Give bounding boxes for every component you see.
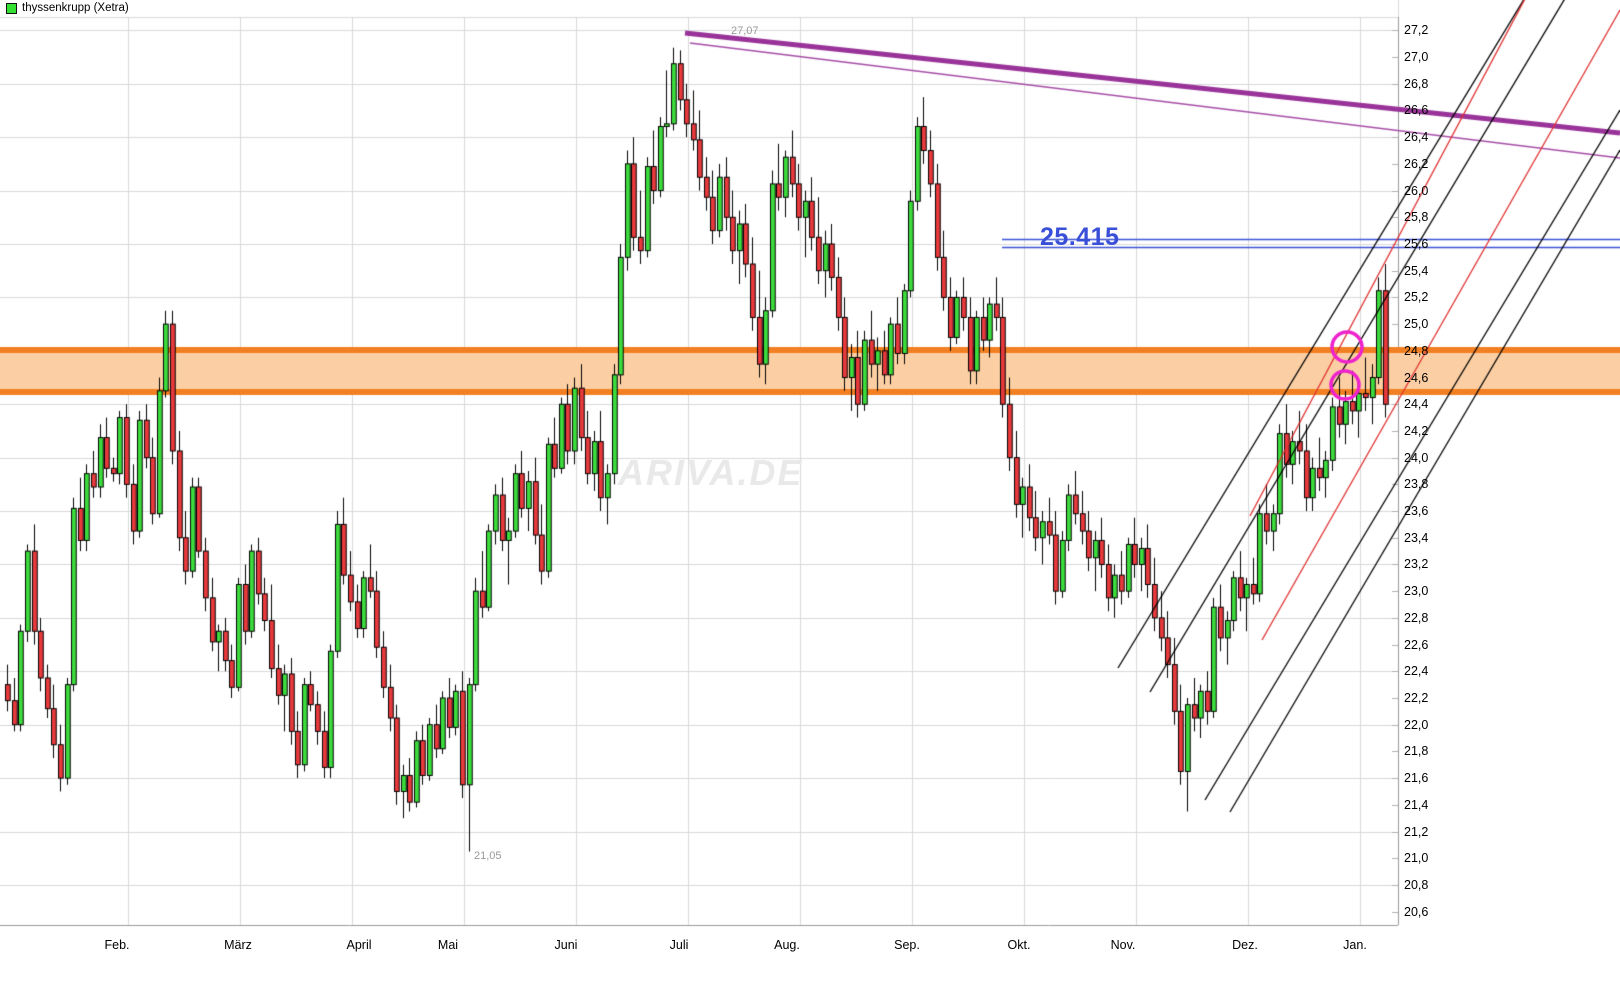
- y-axis-tick: 23,6: [1404, 504, 1429, 519]
- y-axis-tick: 25,2: [1404, 290, 1429, 305]
- y-axis-tick: 22,4: [1404, 664, 1429, 679]
- y-axis-tick: 21,2: [1404, 824, 1429, 839]
- y-axis-tick: 21,8: [1404, 744, 1429, 759]
- y-axis-tick: 24,4: [1404, 397, 1429, 412]
- x-axis-tick: Okt.: [1007, 938, 1031, 952]
- y-axis-tick: 26,4: [1404, 130, 1429, 145]
- series-color-swatch: [6, 2, 17, 14]
- y-axis-tick: 23,0: [1404, 584, 1429, 599]
- x-axis-tick: Jan.: [1343, 938, 1367, 952]
- chart-legend: thyssenkrupp (Xetra): [6, 1, 129, 15]
- y-axis-tick: 26,0: [1404, 183, 1429, 198]
- x-axis-tick: März: [224, 938, 252, 952]
- y-axis-tick: 22,0: [1404, 717, 1429, 732]
- x-axis-tick: Juli: [669, 938, 689, 952]
- x-axis-tick: April: [346, 938, 372, 952]
- y-axis-tick: 22,6: [1404, 637, 1429, 652]
- y-axis-tick: 22,2: [1404, 691, 1429, 705]
- y-axis-tick: 24,0: [1404, 450, 1429, 465]
- x-axis-tick: Aug.: [774, 938, 800, 952]
- y-axis-tick: 25,8: [1404, 210, 1429, 225]
- y-axis-tick: 24,8: [1404, 343, 1429, 358]
- y-axis-tick: 26,6: [1404, 103, 1429, 118]
- y-axis-tick: 21,6: [1404, 771, 1429, 786]
- y-axis-tick: 23,8: [1404, 477, 1429, 492]
- y-axis-tick: 21,0: [1404, 851, 1429, 866]
- x-axis-tick: Feb.: [104, 938, 130, 952]
- y-axis-tick: 22,8: [1404, 610, 1429, 625]
- x-axis-tick: Nov.: [1110, 938, 1136, 952]
- y-axis-tick: 21,4: [1404, 797, 1429, 812]
- y-axis-tick: 27,0: [1404, 50, 1429, 65]
- x-axis-tick: Mai: [437, 938, 459, 952]
- y-axis-tick: 24,2: [1404, 423, 1429, 438]
- y-axis-tick: 20,6: [1404, 904, 1429, 919]
- x-axis-tick: Dez.: [1232, 938, 1258, 952]
- y-axis-tick: 26,2: [1404, 156, 1429, 171]
- y-axis-tick: 20,8: [1404, 877, 1429, 892]
- y-axis-tick: 27,2: [1404, 23, 1429, 38]
- instrument-title: thyssenkrupp (Xetra): [22, 2, 129, 14]
- y-axis-tick: 25,0: [1404, 317, 1429, 332]
- y-axis-tick: 24,6: [1404, 370, 1429, 385]
- y-axis-tick: 25,6: [1404, 237, 1429, 251]
- x-axis-tick: Juni: [554, 938, 578, 952]
- y-axis-tick: 25,4: [1404, 263, 1429, 278]
- x-axis-tick: Sep.: [894, 938, 920, 952]
- y-axis-tick: 23,4: [1404, 530, 1429, 545]
- y-axis-tick: 23,2: [1404, 557, 1429, 572]
- y-axis-tick: 26,8: [1404, 76, 1429, 91]
